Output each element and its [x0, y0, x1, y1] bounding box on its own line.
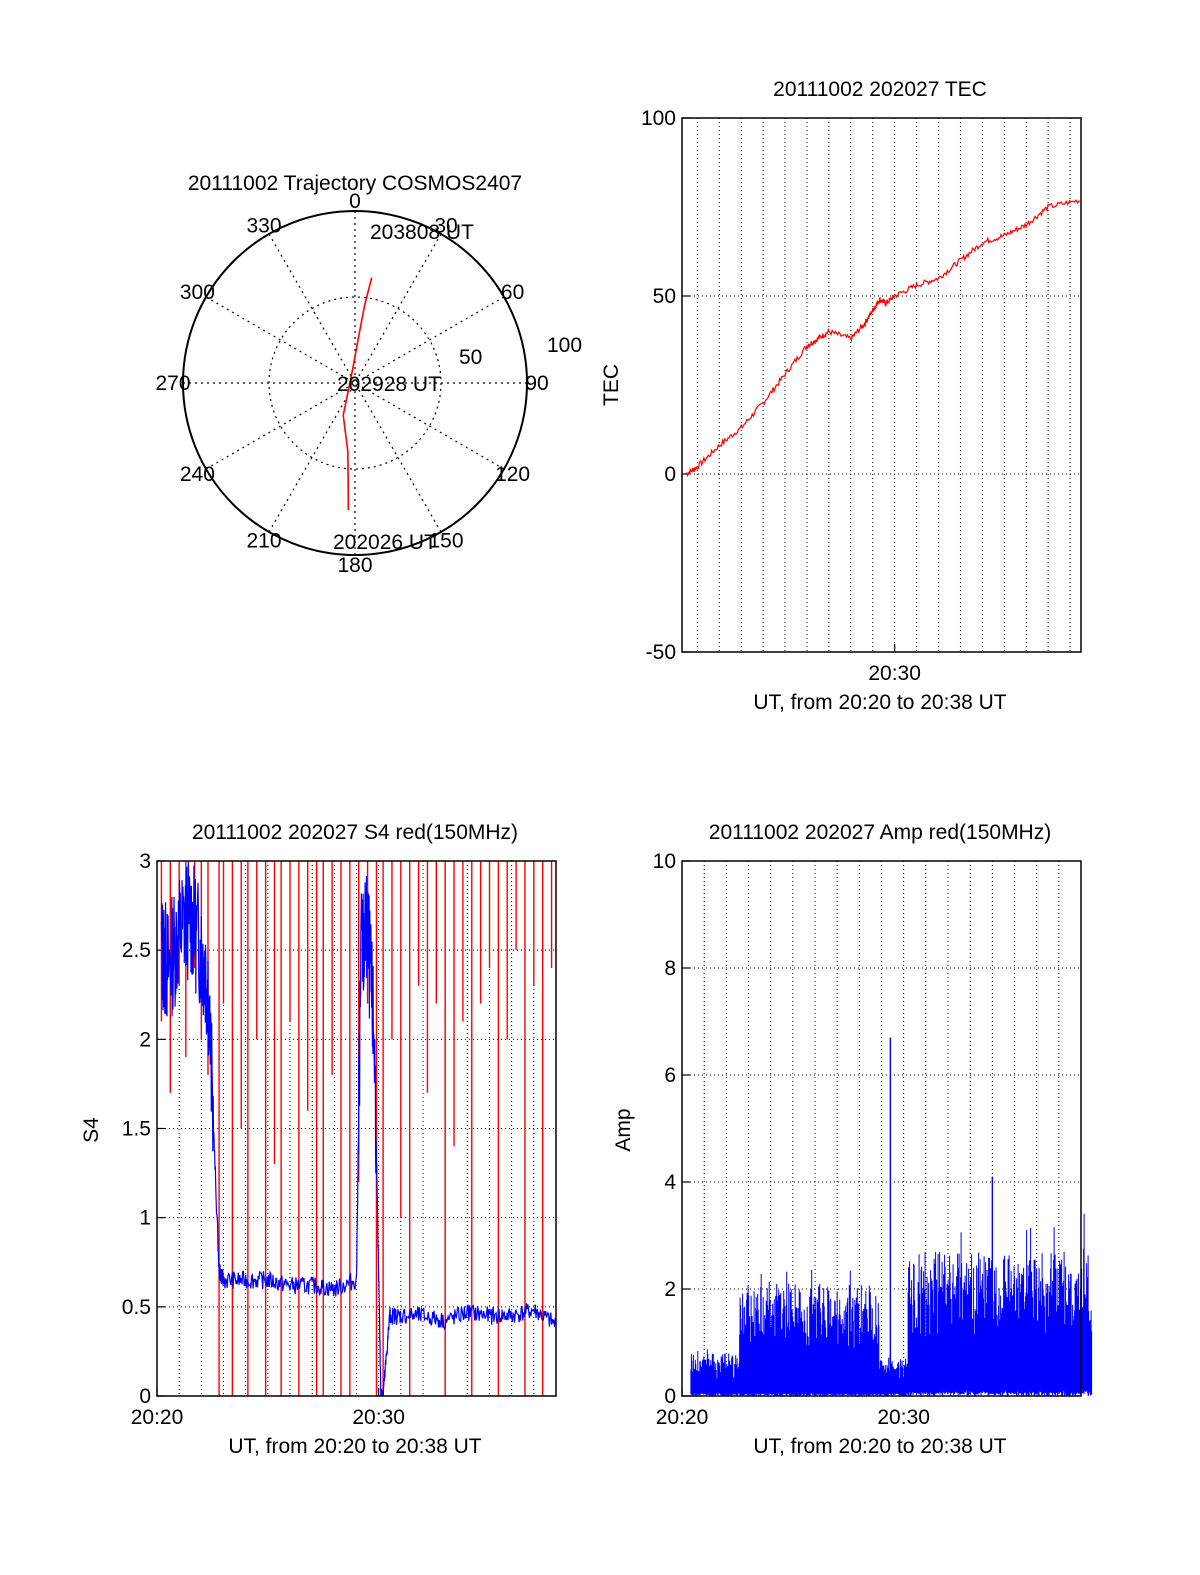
amp-plot-area: 10 8 6 4 2 020:20 20:30	[653, 850, 1093, 1429]
s4-plot-area: 3 2.5 2 1.5 1 0.5 020:20 20:30	[122, 850, 557, 1429]
polar-grid	[182, 210, 528, 556]
y-tick-label: 3	[139, 850, 151, 873]
x-tick-label: 20:20	[131, 1406, 184, 1429]
polar-angle-label: 90	[525, 372, 548, 395]
y-tick-label: 0	[664, 463, 676, 486]
y-tick-label: -50	[646, 641, 676, 664]
x-tick-label: 20:30	[877, 1406, 930, 1429]
polar-angle-label: 240	[180, 463, 215, 486]
tec-series	[685, 199, 1080, 478]
y-tick-label: 2.5	[122, 939, 151, 962]
polar-angle-label: 0	[349, 190, 361, 213]
s4-title: 20111002 202027 S4 red(150MHz)	[192, 821, 518, 844]
tec-xlabel: UT, from 20:20 to 20:38 UT	[753, 691, 1006, 714]
y-tick-label: 10	[653, 850, 676, 873]
tec-plot-area: 100 50 0 -50 20:30	[641, 107, 1082, 685]
amp-panel: 20111002 202027 Amp red(150MHz) Amp UT, …	[612, 821, 1093, 1458]
polar-angle-label: 330	[246, 214, 281, 237]
y-tick-label: 8	[664, 957, 676, 980]
s4-ylabel: S4	[80, 1117, 103, 1143]
radial-label-50: 50	[459, 346, 482, 369]
plot-frame	[681, 860, 1082, 1397]
polar-angle-label: 180	[337, 554, 372, 577]
y-tick-label: 1	[139, 1207, 151, 1230]
x-tick-label: 20:20	[656, 1406, 709, 1429]
s4-xlabel: UT, from 20:20 to 20:38 UT	[228, 1435, 481, 1458]
tec-panel: 20111002 202027 TEC TEC UT, from 20:20 t…	[600, 78, 1082, 714]
tec-ylabel: TEC	[600, 364, 623, 406]
plot-frame	[156, 860, 557, 1397]
s4-series-group	[160, 861, 556, 1396]
annotation-end: 203808 UT	[370, 221, 474, 244]
amp-xlabel: UT, from 20:20 to 20:38 UT	[753, 1435, 1006, 1458]
amp-ylabel: Amp	[612, 1108, 635, 1151]
tec-title: 20111002 202027 TEC	[773, 78, 987, 101]
amp-series	[690, 1213, 1093, 1396]
y-tick-label: 0	[664, 1385, 676, 1408]
plot-frame	[681, 117, 1082, 653]
polar-angle-label: 150	[428, 530, 463, 553]
x-tick-label: 20:30	[352, 1406, 405, 1429]
y-tick-label: 2	[139, 1028, 151, 1051]
annotation-mid: 202928 UT	[337, 373, 441, 396]
x-tick-label: 20:30	[868, 662, 921, 685]
amp-title: 20111002 202027 Amp red(150MHz)	[709, 821, 1051, 844]
y-tick-label: 0.5	[122, 1296, 151, 1319]
polar-angle-label: 300	[180, 281, 215, 304]
y-tick-label: 4	[664, 1171, 676, 1194]
y-tick-label: 6	[664, 1064, 676, 1087]
s4-blue-series	[160, 861, 556, 1396]
radial-label-100: 100	[547, 334, 582, 357]
s4-panel: 20111002 202027 S4 red(150MHz) S4 UT, fr…	[80, 821, 557, 1458]
polar-angle-labels: 0 30 60 90 120 150 180 210 240 270 300 330	[155, 190, 548, 577]
trajectory-track	[342, 277, 373, 511]
annotation-start: 202026 UT	[333, 531, 437, 554]
polar-angle-label: 210	[246, 530, 281, 553]
y-tick-label: 1.5	[122, 1118, 151, 1141]
trajectory-title: 20111002 Trajectory COSMOS2407	[188, 172, 522, 195]
polar-angle-label: 60	[501, 281, 524, 304]
polar-angle-label: 270	[155, 372, 190, 395]
polar-angle-label: 120	[495, 463, 530, 486]
y-tick-label: 100	[641, 107, 676, 130]
polar-angle-label: 30	[434, 214, 457, 237]
trajectory-panel: 20111002 Trajectory COSMOS2407 0 30 60 90 12…	[155, 172, 582, 577]
y-tick-label: 50	[653, 285, 676, 308]
y-tick-label: 2	[664, 1278, 676, 1301]
y-tick-label: 0	[139, 1385, 151, 1408]
